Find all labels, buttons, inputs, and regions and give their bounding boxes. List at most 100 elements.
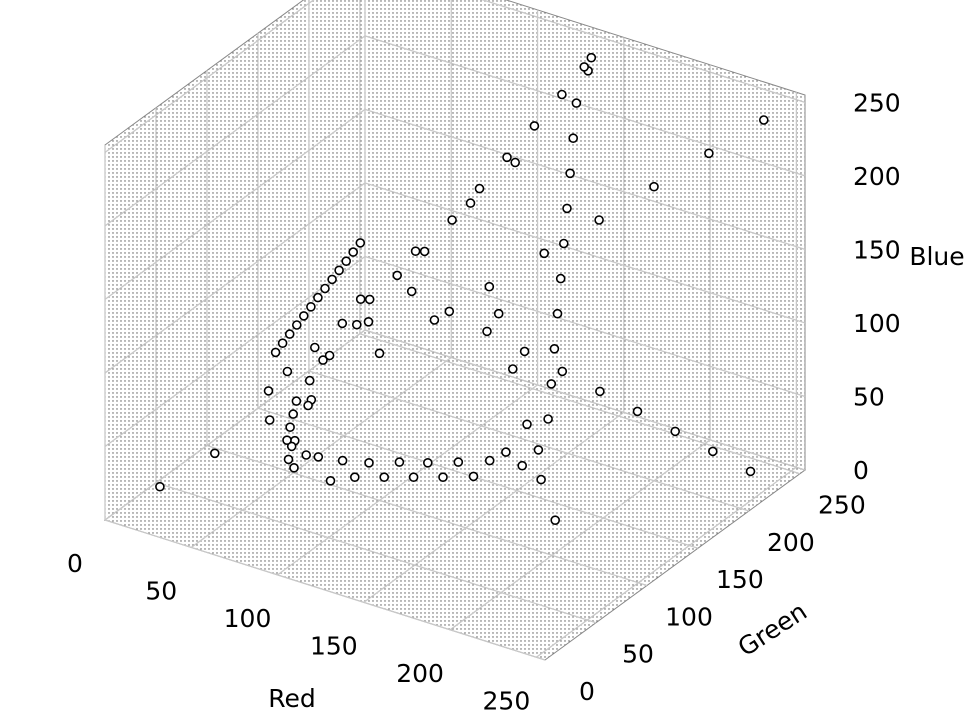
data-point bbox=[536, 474, 546, 485]
data-point bbox=[558, 238, 569, 249]
data-point bbox=[341, 256, 352, 267]
y-tick-label: 200 bbox=[767, 528, 815, 557]
y-axis-label: Green bbox=[733, 597, 812, 663]
data-point bbox=[465, 198, 476, 208]
data-point bbox=[327, 274, 337, 285]
grid-line-x-floor bbox=[277, 384, 538, 576]
data-point bbox=[379, 472, 390, 483]
data-point bbox=[277, 338, 288, 349]
data-point bbox=[155, 481, 165, 492]
data-point bbox=[482, 326, 492, 337]
x-axis-label: Red bbox=[268, 684, 316, 713]
grid-line-x-floor bbox=[363, 411, 625, 603]
x-tick-label: 250 bbox=[483, 686, 531, 715]
data-point bbox=[484, 455, 495, 466]
data-point bbox=[474, 183, 485, 194]
data-point bbox=[282, 435, 292, 446]
data-point bbox=[502, 152, 512, 163]
grid-line-z-back bbox=[481, 0, 806, 103]
x-tick-label: 0 bbox=[67, 549, 83, 578]
grid-line-y-floor bbox=[206, 444, 648, 587]
data-point bbox=[562, 203, 572, 214]
data-point bbox=[325, 475, 336, 486]
data-point bbox=[288, 409, 299, 419]
data-point bbox=[364, 294, 375, 305]
data-point bbox=[337, 318, 348, 329]
data-point bbox=[429, 315, 440, 325]
data-point bbox=[519, 346, 530, 357]
data-point bbox=[649, 181, 659, 192]
grid-line-z-back bbox=[364, 182, 806, 324]
grid-line-z-side bbox=[104, 182, 366, 374]
grid-line-z-back bbox=[364, 255, 806, 398]
data-point bbox=[552, 308, 563, 319]
data-point bbox=[210, 448, 220, 459]
data-point bbox=[304, 375, 315, 386]
data-point bbox=[468, 471, 479, 482]
grid-line-x-floor bbox=[535, 466, 797, 658]
axis-panes bbox=[103, 0, 807, 661]
data-point bbox=[320, 283, 330, 294]
data-point bbox=[484, 281, 495, 292]
x-tick-label: 100 bbox=[224, 604, 272, 633]
data-point bbox=[263, 386, 274, 396]
data-point bbox=[313, 292, 323, 303]
y-tick-label: 250 bbox=[818, 491, 866, 520]
data-point bbox=[349, 472, 360, 483]
grid-line-y-floor bbox=[155, 482, 597, 624]
grid-line-y-floor bbox=[308, 370, 750, 512]
data-point bbox=[313, 452, 324, 462]
data-point bbox=[707, 446, 718, 457]
data-point bbox=[758, 115, 769, 125]
data-point bbox=[571, 98, 582, 108]
data-point bbox=[306, 301, 316, 312]
data-point bbox=[565, 168, 575, 179]
data-point bbox=[348, 247, 359, 257]
data-point bbox=[632, 406, 643, 417]
data-point bbox=[670, 426, 681, 437]
data-point bbox=[408, 472, 419, 483]
data-point bbox=[704, 148, 714, 159]
data-point bbox=[568, 133, 579, 143]
data-point bbox=[549, 343, 560, 354]
data-point bbox=[444, 306, 455, 317]
data-point bbox=[447, 215, 457, 225]
data-point bbox=[579, 62, 590, 72]
y-tick-label: 100 bbox=[665, 603, 713, 632]
z-tick-label: 150 bbox=[853, 235, 901, 264]
data-point bbox=[594, 215, 604, 225]
z-axis-label: Blue bbox=[909, 242, 964, 271]
data-point bbox=[291, 396, 302, 406]
data-point bbox=[286, 441, 297, 452]
data-point bbox=[283, 454, 294, 465]
data-point bbox=[419, 246, 430, 257]
data-point bbox=[291, 320, 302, 330]
z-tick-label: 0 bbox=[853, 456, 869, 485]
z-tick-label: 100 bbox=[853, 309, 901, 338]
data-point bbox=[270, 347, 281, 358]
data-point bbox=[392, 270, 403, 281]
data-point bbox=[309, 342, 320, 353]
x-tick-label: 50 bbox=[145, 577, 177, 606]
grid-line-x-floor bbox=[190, 356, 452, 548]
grid-line-y-floor bbox=[359, 333, 801, 475]
data-point bbox=[410, 246, 421, 256]
grid-line-x-floor bbox=[449, 439, 711, 631]
z-tick-label: 50 bbox=[853, 383, 885, 412]
data-point bbox=[394, 457, 405, 467]
data-point bbox=[586, 52, 597, 63]
data-point bbox=[557, 366, 568, 377]
data-point bbox=[422, 457, 433, 468]
data-point bbox=[501, 447, 511, 457]
data-point bbox=[595, 386, 605, 397]
data-point bbox=[550, 515, 561, 526]
data-point bbox=[289, 462, 299, 473]
data-point bbox=[546, 379, 557, 389]
data-point bbox=[363, 316, 374, 327]
data-point bbox=[493, 308, 504, 319]
data-point bbox=[543, 414, 553, 424]
z-tick-label: 200 bbox=[853, 162, 901, 191]
data-point bbox=[507, 364, 518, 374]
y-tick-label: 0 bbox=[579, 677, 595, 706]
data-point bbox=[355, 294, 366, 305]
